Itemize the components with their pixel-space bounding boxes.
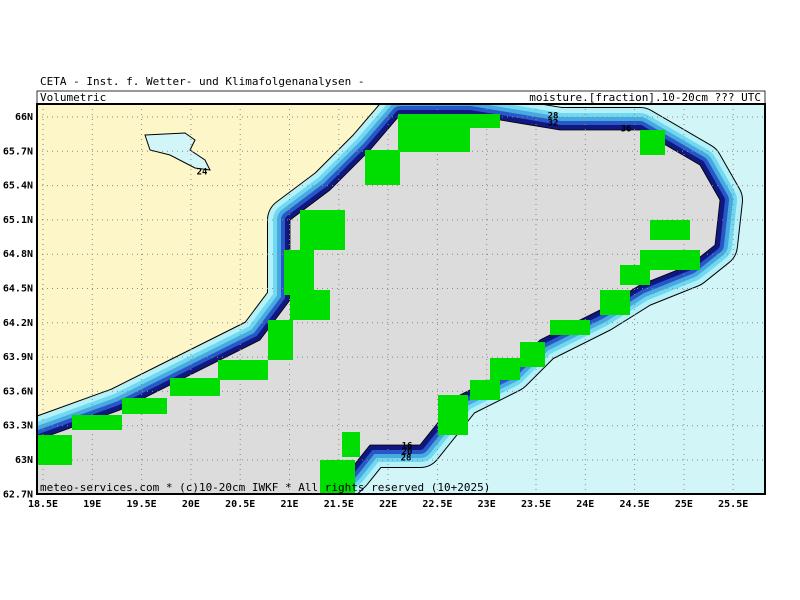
coastal-cell — [72, 415, 122, 430]
coastal-cell — [37, 435, 72, 465]
lon-tick-label: 18.5E — [28, 499, 58, 510]
coastal-cell — [320, 460, 355, 494]
lat-tick-label: 63N — [15, 455, 33, 466]
coastal-cell — [600, 290, 630, 315]
coastal-cell — [470, 380, 500, 400]
coastal-cell — [438, 395, 468, 435]
lat-tick-label: 64.8N — [3, 249, 33, 260]
contour-label: 16 — [402, 442, 413, 452]
coastal-cell — [490, 358, 520, 380]
lat-tick-label: 65.7N — [3, 146, 33, 157]
lon-tick-label: 20E — [182, 499, 200, 510]
grid — [37, 104, 765, 494]
lat-tick-label: 62.7N — [3, 489, 33, 500]
coastal-cell — [268, 320, 293, 360]
lon-tick-label: 22.5E — [422, 499, 452, 510]
contour-label: 24 — [197, 168, 208, 178]
coastal-cell — [365, 150, 400, 185]
coastal-cell — [620, 265, 650, 285]
coastal-cells — [37, 114, 700, 494]
lat-tick-label: 64.5N — [3, 284, 33, 295]
lon-tick-label: 21.5E — [324, 499, 354, 510]
contour-label: 20 — [402, 448, 413, 458]
coastal-cell — [170, 378, 220, 396]
lat-tick-label: 63.9N — [3, 352, 33, 363]
coastal-cell — [398, 114, 470, 152]
lon-tick-label: 19E — [83, 499, 101, 510]
contour-label: 28 — [401, 454, 412, 464]
footer: meteo-services.com * (c)10-20cm IWKF * A… — [40, 481, 490, 494]
lat-tick-label: 63.3N — [3, 421, 33, 432]
coastal-cell — [284, 250, 314, 295]
coastal-cell — [640, 250, 700, 270]
header-left: Volumetric — [40, 91, 106, 104]
lon-tick-label: 19.5E — [127, 499, 157, 510]
header-title: CETA - Inst. f. Wetter- und Klimafolgena… — [40, 75, 365, 88]
contour-label: 36 — [621, 125, 632, 135]
lon-tick-label: 25.5E — [718, 499, 748, 510]
coastal-cell — [218, 360, 268, 380]
lat-tick-label: 63.6N — [3, 386, 33, 397]
lon-tick-label: 24.5E — [620, 499, 650, 510]
lon-tick-label: 21E — [280, 499, 298, 510]
lon-tick-label: 24E — [576, 499, 594, 510]
header-right: moisture.[fraction].10-20cm ??? UTC — [529, 91, 761, 104]
lat-tick-label: 65.4N — [3, 181, 33, 192]
lon-tick-label: 22E — [379, 499, 397, 510]
lon-tick-label: 25E — [675, 499, 693, 510]
coastal-cell — [520, 342, 545, 367]
coastal-cell — [650, 220, 690, 240]
contour-label: 28 — [548, 112, 559, 122]
coastal-cell — [470, 114, 500, 128]
lon-tick-label: 20.5E — [225, 499, 255, 510]
lat-tick-label: 65.1N — [3, 215, 33, 226]
coastal-cell — [550, 320, 590, 335]
frame — [36, 103, 766, 495]
lon-tick-label: 23.5E — [521, 499, 551, 510]
coastal-cell — [640, 130, 665, 155]
lon-tick-label: 23E — [478, 499, 496, 510]
lat-tick-label: 66N — [15, 112, 33, 123]
coastal-cell — [300, 210, 345, 250]
coastal-cell — [342, 432, 360, 457]
coastal-cell — [290, 290, 330, 320]
contour-label: 32 — [548, 119, 559, 129]
coastal-cell — [122, 398, 167, 414]
lat-tick-label: 64.2N — [3, 318, 33, 329]
